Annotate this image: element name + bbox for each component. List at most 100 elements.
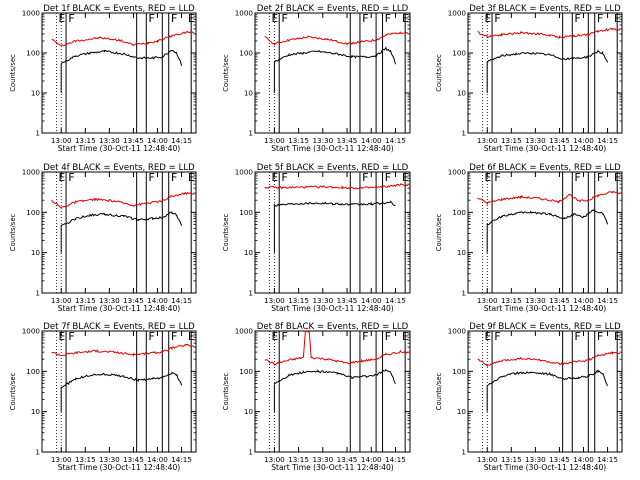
x-axis-label: Start Time (30-Oct-11 12:48:40) bbox=[484, 463, 607, 472]
y-tick-label: 10 bbox=[457, 407, 467, 416]
x-tick-label: 13:30 bbox=[312, 296, 333, 305]
chart-title: Det 6f BLACK = Events, RED = LLD bbox=[469, 163, 621, 173]
chart-title: Det 5f BLACK = Events, RED = LLD bbox=[257, 163, 409, 173]
segment-marker: F bbox=[171, 12, 178, 25]
series-line-lld bbox=[51, 191, 195, 209]
plot-frame bbox=[467, 330, 623, 453]
x-tick-label: 13:30 bbox=[99, 136, 120, 145]
y-tick-label: 1000 bbox=[235, 168, 254, 177]
x-tick-label: 13:45 bbox=[549, 455, 570, 464]
x-tick-label: 13:00 bbox=[477, 296, 498, 305]
chart-title: Det 9f BLACK = Events, RED = LLD bbox=[469, 322, 621, 332]
x-tick-label: 13:15 bbox=[501, 455, 522, 464]
segment-marker: E bbox=[484, 12, 491, 25]
x-tick-label: 14:15 bbox=[385, 296, 406, 305]
segment-marker: F bbox=[385, 12, 392, 25]
y-tick-label: 1 bbox=[35, 289, 40, 298]
x-axis-label: Start Time (30-Oct-11 12:48:40) bbox=[58, 144, 181, 153]
y-tick-label: 1 bbox=[248, 289, 253, 298]
x-tick-label: 13:00 bbox=[51, 296, 72, 305]
x-tick-label: 13:30 bbox=[525, 296, 546, 305]
series-line-events bbox=[273, 368, 396, 412]
x-tick-label: 14:00 bbox=[361, 296, 382, 305]
series-line-events bbox=[486, 209, 609, 253]
segment-marker: F bbox=[597, 171, 604, 184]
series-line-lld bbox=[264, 330, 409, 367]
chart-title: Det 1f BLACK = Events, RED = LLD bbox=[43, 4, 195, 14]
y-tick-label: 1 bbox=[248, 129, 253, 138]
x-tick-label: 13:15 bbox=[501, 296, 522, 305]
y-tick-label: 10 bbox=[244, 89, 254, 98]
segment-marker: F bbox=[574, 330, 581, 343]
segment-marker: E bbox=[58, 12, 65, 25]
y-axis-label: Counts/sec bbox=[9, 54, 17, 92]
y-tick-label: 1 bbox=[461, 448, 466, 457]
series-line-lld bbox=[477, 351, 621, 368]
y-tick-label: 1000 bbox=[22, 9, 41, 18]
x-tick-label: 14:15 bbox=[171, 296, 192, 305]
y-tick-label: 1000 bbox=[22, 327, 41, 336]
segment-marker: E bbox=[188, 12, 195, 25]
series-line-events bbox=[486, 369, 609, 412]
x-tick-label: 13:15 bbox=[288, 296, 309, 305]
x-tick-label: 13:30 bbox=[312, 455, 333, 464]
x-tick-label: 13:45 bbox=[549, 136, 570, 145]
x-tick-label: 13:00 bbox=[477, 455, 498, 464]
x-axis-label: Start Time (30-Oct-11 12:48:40) bbox=[58, 463, 181, 472]
segment-marker: E bbox=[402, 330, 409, 343]
segment-marker: F bbox=[574, 171, 581, 184]
plot-frame bbox=[254, 171, 411, 294]
y-axis-label: Counts/sec bbox=[222, 373, 230, 411]
x-tick-label: 13:45 bbox=[123, 136, 144, 145]
x-tick-label: 13:30 bbox=[312, 136, 333, 145]
y-tick-label: 1000 bbox=[235, 327, 254, 336]
x-axis-label: Start Time (30-Oct-11 12:48:40) bbox=[58, 304, 181, 313]
chart-panel-5: Det 5f BLACK = Events, RED = LLD 1 10 100 10… bbox=[222, 163, 411, 313]
y-tick-label: 100 bbox=[26, 367, 40, 376]
segment-marker: F bbox=[385, 171, 392, 184]
chart-title: Det 8f BLACK = Events, RED = LLD bbox=[257, 322, 409, 332]
segment-marker: E bbox=[58, 330, 65, 343]
segment-marker: F bbox=[362, 330, 369, 343]
series-line-lld bbox=[477, 191, 621, 206]
chart-title: Det 3f BLACK = Events, RED = LLD bbox=[469, 4, 621, 14]
chart-panel-2: Det 2f BLACK = Events, RED = LLD 1 10 100 10… bbox=[222, 4, 411, 153]
x-axis-label: Start Time (30-Oct-11 12:48:40) bbox=[484, 144, 607, 153]
y-axis-label: Counts/sec bbox=[435, 373, 443, 411]
x-tick-label: 13:00 bbox=[51, 455, 72, 464]
x-tick-label: 13:15 bbox=[75, 455, 96, 464]
x-tick-label: 13:00 bbox=[51, 136, 72, 145]
plot-frame bbox=[41, 330, 197, 453]
series-line-events bbox=[60, 211, 183, 253]
y-tick-label: 1 bbox=[35, 129, 40, 138]
x-tick-label: 13:45 bbox=[549, 296, 570, 305]
chart-panel-6: Det 6f BLACK = Events, RED = LLD 1 10 100 10… bbox=[435, 163, 623, 313]
x-tick-label: 14:15 bbox=[597, 136, 618, 145]
plot-frame bbox=[467, 12, 623, 134]
series-line-lld bbox=[264, 183, 409, 190]
y-tick-label: 1000 bbox=[448, 327, 467, 336]
y-tick-label: 100 bbox=[239, 367, 253, 376]
y-tick-label: 1 bbox=[461, 129, 466, 138]
chart-panel-4: Det 4f BLACK = Events, RED = LLD 1 10 100 10… bbox=[9, 163, 197, 313]
x-tick-label: 13:45 bbox=[123, 296, 144, 305]
series-line-events bbox=[60, 49, 183, 93]
series-line-events bbox=[486, 48, 609, 93]
plot-frame bbox=[467, 171, 623, 294]
plot-frame bbox=[41, 12, 197, 134]
segment-marker: E bbox=[484, 330, 491, 343]
y-tick-label: 100 bbox=[239, 49, 253, 58]
x-tick-label: 14:15 bbox=[597, 296, 618, 305]
series-line-events bbox=[60, 371, 183, 412]
x-tick-label: 13:30 bbox=[525, 136, 546, 145]
segment-marker: F bbox=[171, 171, 178, 184]
segment-marker: F bbox=[494, 330, 501, 343]
x-tick-label: 14:15 bbox=[597, 455, 618, 464]
y-tick-label: 100 bbox=[452, 49, 466, 58]
plot-frame bbox=[254, 12, 411, 134]
chart-title: Det 2f BLACK = Events, RED = LLD bbox=[257, 4, 409, 14]
segment-marker: F bbox=[68, 12, 75, 25]
x-tick-label: 14:15 bbox=[171, 136, 192, 145]
y-tick-label: 1000 bbox=[448, 9, 467, 18]
